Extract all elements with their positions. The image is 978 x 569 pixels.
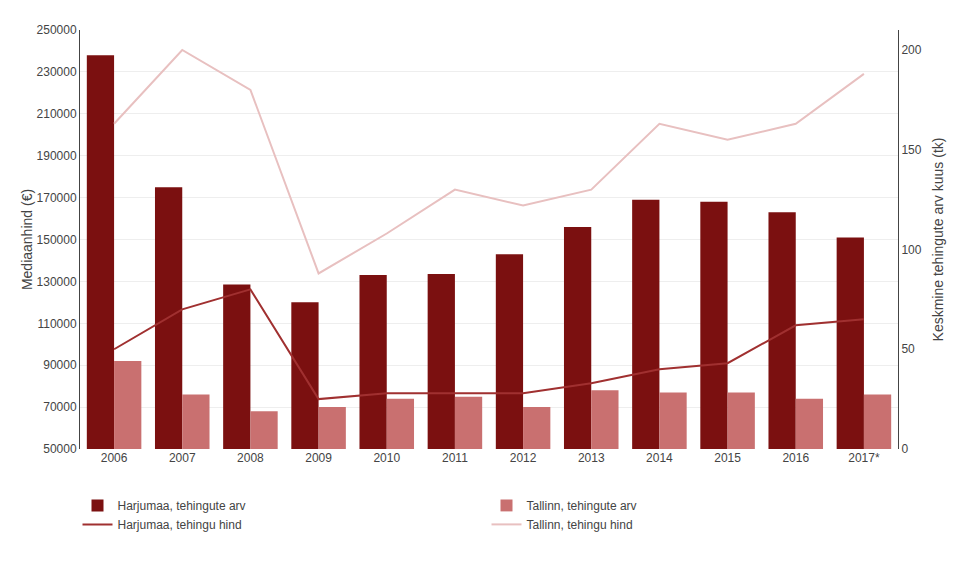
svg-text:210000: 210000 [37, 107, 77, 121]
svg-text:2007: 2007 [169, 451, 196, 465]
svg-text:90000: 90000 [43, 358, 77, 372]
svg-text:250000: 250000 [37, 23, 77, 37]
svg-text:Harjumaa, tehingu hind: Harjumaa, tehingu hind [118, 518, 242, 532]
svg-text:2017*: 2017* [848, 451, 880, 465]
svg-text:Tallinn, tehingu hind: Tallinn, tehingu hind [527, 518, 633, 532]
svg-text:110000: 110000 [37, 317, 76, 331]
svg-text:0: 0 [901, 442, 908, 456]
svg-text:150: 150 [901, 143, 921, 157]
svg-text:230000: 230000 [37, 65, 77, 79]
svg-text:130000: 130000 [37, 275, 77, 289]
svg-text:Tallinn, tehingute arv: Tallinn, tehingute arv [527, 499, 637, 513]
svg-text:Keskmine tehingute arv kuus (t: Keskmine tehingute arv kuus (tk) [930, 138, 946, 342]
svg-text:190000: 190000 [37, 149, 77, 163]
svg-text:170000: 170000 [37, 191, 77, 205]
svg-text:200: 200 [901, 43, 921, 57]
svg-text:2011: 2011 [442, 451, 468, 465]
svg-text:2010: 2010 [373, 451, 400, 465]
svg-text:70000: 70000 [43, 400, 77, 414]
svg-text:2013: 2013 [578, 451, 605, 465]
svg-text:2016: 2016 [782, 451, 809, 465]
svg-text:2006: 2006 [101, 451, 128, 465]
svg-text:Harjumaa, tehingute arv: Harjumaa, tehingute arv [118, 499, 246, 513]
svg-text:100: 100 [901, 243, 921, 257]
svg-text:2008: 2008 [237, 451, 264, 465]
svg-text:2014: 2014 [646, 451, 673, 465]
svg-text:150000: 150000 [37, 233, 77, 247]
svg-text:2015: 2015 [714, 451, 741, 465]
svg-text:2009: 2009 [305, 451, 332, 465]
svg-text:2012: 2012 [510, 451, 537, 465]
svg-text:50000: 50000 [43, 442, 77, 456]
svg-text:Mediaanhind (€): Mediaanhind (€) [19, 189, 35, 290]
svg-text:50: 50 [901, 342, 915, 356]
